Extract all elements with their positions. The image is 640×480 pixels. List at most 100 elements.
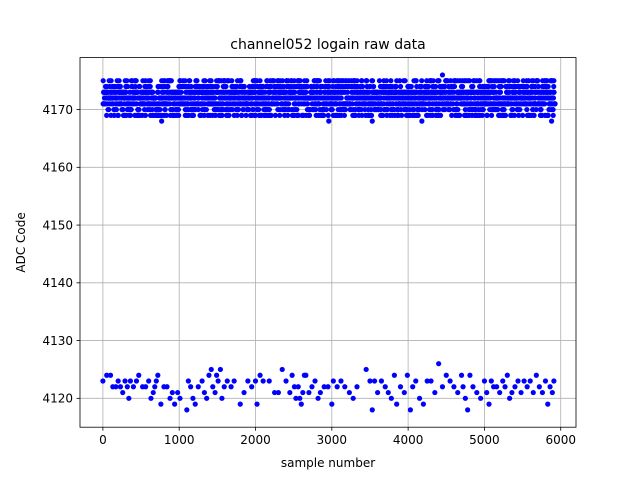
data-point — [204, 395, 210, 401]
data-point — [157, 106, 163, 113]
y-tick-label: 4160 — [42, 161, 73, 175]
data-point — [325, 384, 331, 390]
data-point — [533, 372, 539, 378]
data-point — [260, 378, 266, 384]
data-point — [550, 95, 557, 101]
data-point — [512, 89, 518, 95]
data-point — [551, 78, 557, 84]
data-point — [302, 89, 309, 95]
x-tick-label: 5000 — [469, 433, 500, 447]
data-point — [486, 401, 492, 407]
chart-title: channel052 logain raw data — [230, 37, 425, 53]
data-point — [213, 372, 220, 378]
data-point — [128, 106, 134, 113]
data-point — [429, 106, 435, 113]
data-point — [385, 389, 391, 396]
data-point — [239, 112, 245, 118]
data-point — [117, 384, 124, 390]
data-point — [292, 89, 298, 95]
data-point — [285, 112, 291, 118]
data-point — [397, 78, 403, 84]
data-point — [494, 106, 501, 113]
data-point — [484, 389, 490, 396]
data-point — [500, 378, 506, 384]
data-point — [358, 106, 364, 113]
data-point — [538, 106, 544, 113]
data-point — [323, 106, 329, 113]
data-point — [175, 106, 181, 113]
data-point — [504, 372, 510, 378]
data-point — [437, 112, 444, 118]
data-point — [116, 78, 122, 84]
data-point — [550, 112, 556, 118]
data-point — [422, 106, 428, 113]
data-point — [515, 78, 521, 84]
data-point — [256, 106, 262, 113]
data-point — [111, 112, 117, 118]
data-point — [283, 378, 289, 384]
data-point — [155, 372, 161, 378]
data-point — [217, 366, 224, 373]
data-point — [224, 378, 230, 384]
data-point — [506, 78, 513, 84]
data-point — [177, 395, 183, 401]
data-point — [212, 112, 219, 118]
data-point — [229, 78, 235, 84]
data-point — [317, 389, 323, 396]
data-point — [289, 372, 295, 378]
data-point — [401, 389, 407, 396]
data-point — [460, 384, 466, 390]
data-point — [419, 78, 425, 84]
data-point — [516, 112, 522, 118]
data-point — [252, 378, 259, 384]
data-point — [152, 384, 158, 390]
data-point — [124, 78, 130, 84]
data-point — [531, 112, 537, 118]
data-point — [450, 101, 456, 107]
data-point — [480, 106, 486, 113]
data-point — [185, 378, 191, 384]
data-point — [545, 112, 551, 118]
data-point — [287, 389, 293, 396]
data-point — [359, 83, 366, 90]
data-point — [524, 83, 530, 90]
data-point — [467, 372, 473, 378]
data-point — [391, 372, 397, 378]
data-point — [272, 112, 278, 118]
data-point — [316, 101, 322, 107]
data-point — [326, 83, 332, 90]
data-point — [334, 384, 340, 390]
data-point — [404, 372, 410, 378]
data-point — [155, 89, 161, 95]
data-point — [176, 112, 182, 118]
data-point — [481, 378, 488, 384]
data-point — [190, 395, 196, 401]
data-point — [134, 89, 140, 95]
data-point — [257, 372, 263, 378]
data-point — [542, 378, 549, 384]
y-axis-label: ADC Code — [14, 212, 28, 272]
data-point — [455, 106, 461, 113]
data-point — [271, 78, 277, 84]
data-point — [115, 112, 121, 118]
data-point — [252, 112, 259, 118]
data-point — [551, 378, 557, 384]
data-point — [383, 78, 390, 84]
data-point — [539, 389, 546, 396]
data-point — [274, 101, 281, 107]
data-point — [137, 83, 143, 90]
data-point — [245, 378, 251, 384]
data-point — [350, 395, 356, 401]
y-tick-label: 4150 — [42, 218, 73, 232]
data-point — [466, 78, 473, 84]
data-point — [223, 83, 229, 90]
data-point — [286, 101, 292, 107]
data-point — [478, 395, 484, 401]
data-point — [325, 112, 331, 118]
y-tick-label: 4120 — [42, 392, 73, 406]
data-point — [532, 95, 538, 101]
data-point — [545, 401, 551, 407]
data-point — [300, 389, 306, 396]
data-point — [316, 78, 323, 84]
data-point — [359, 112, 365, 118]
